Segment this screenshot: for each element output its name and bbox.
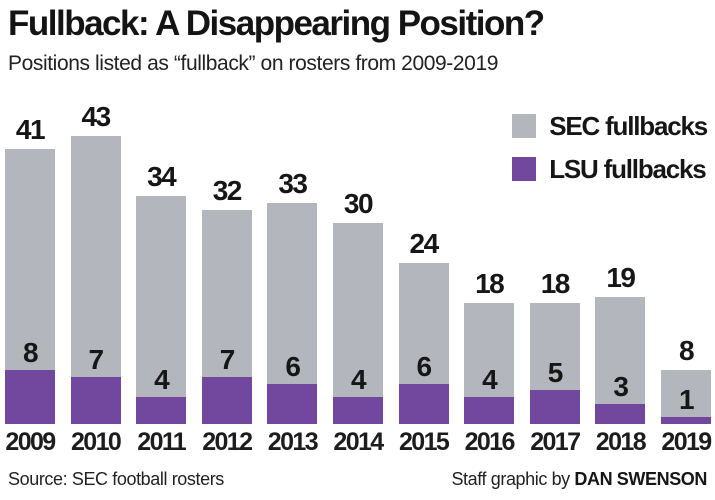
lsu-value-label-2017: 5 — [547, 357, 564, 388]
year-label-2009: 2009 — [5, 428, 56, 456]
page-title: Fullback: A Disappearing Position? — [8, 4, 545, 43]
sec-value-label-2011: 34 — [147, 161, 177, 192]
year-label-2015: 2015 — [398, 428, 450, 456]
sec-bar-2009 — [5, 149, 55, 424]
sec-value-label-2013: 33 — [278, 168, 308, 199]
page-subtitle: Positions listed as “fullback” on roster… — [8, 52, 499, 75]
lsu-swatch-icon — [512, 157, 537, 181]
legend-row-lsu: LSU fullbacks — [512, 154, 707, 184]
sec-bar-2017 — [529, 303, 580, 424]
sec-value-label-2012: 32 — [212, 175, 243, 206]
lsu-bar-2016 — [464, 397, 515, 424]
sec-bar-2013 — [267, 203, 318, 424]
lsu-value-label-2019: 1 — [678, 384, 695, 415]
year-label-2012: 2012 — [202, 428, 253, 456]
lsu-bar-2017 — [529, 390, 580, 424]
sec-value-label-2015: 24 — [409, 228, 440, 259]
year-label-2019: 2019 — [661, 428, 712, 456]
sec-bar-2011 — [136, 196, 187, 424]
lsu-value-label-2011: 4 — [154, 364, 170, 395]
year-label-2016: 2016 — [464, 428, 516, 456]
sec-value-label-2014: 30 — [343, 188, 374, 219]
sec-bar-2014 — [333, 223, 383, 424]
year-label-2014: 2014 — [333, 428, 384, 456]
sec-value-label-2019: 8 — [678, 335, 695, 366]
lsu-bar-2011 — [136, 397, 187, 424]
sec-value-label-2010: 43 — [81, 101, 112, 132]
year-label-2013: 2013 — [267, 428, 319, 456]
lsu-value-label-2016: 4 — [482, 364, 498, 395]
legend: SEC fullbacks LSU fullbacks — [512, 111, 708, 184]
lsu-bar-2014 — [333, 397, 383, 424]
lsu-value-label-2013: 6 — [285, 351, 301, 382]
credit-prefix: Staff graphic by — [451, 469, 575, 489]
lsu-bar-2018 — [595, 404, 646, 424]
sec-swatch-icon — [512, 114, 537, 138]
sec-bar-2016 — [464, 303, 515, 424]
lsu-bar-2010 — [70, 377, 121, 424]
year-label-2011: 2011 — [137, 428, 186, 456]
lsu-value-label-2010: 7 — [88, 344, 105, 375]
lsu-value-label-2012: 7 — [219, 344, 236, 375]
lsu-value-label-2014: 4 — [350, 364, 367, 395]
credit-name: DAN SWENSON — [574, 469, 707, 489]
lsu-value-label-2018: 3 — [613, 371, 629, 402]
lsu-bar-2015 — [398, 384, 449, 424]
legend-row-sec: SEC fullbacks — [512, 111, 708, 141]
lsu-bar-2009 — [5, 370, 55, 424]
legend-label-lsu: LSU fullbacks — [549, 154, 707, 184]
lsu-bar-2012 — [201, 377, 252, 424]
legend-label-sec: SEC fullbacks — [549, 111, 708, 141]
sec-bar-2012 — [201, 210, 252, 424]
sec-bar-2018 — [595, 297, 646, 424]
year-label-2017: 2017 — [530, 428, 581, 456]
sec-value-label-2017: 18 — [540, 268, 571, 299]
sec-value-label-2018: 19 — [606, 262, 636, 293]
sec-value-label-2009: 41 — [15, 114, 46, 145]
year-label-2010: 2010 — [70, 428, 122, 456]
year-label-2018: 2018 — [595, 428, 647, 456]
sec-value-label-2016: 18 — [475, 268, 505, 299]
sec-bar-2010 — [70, 136, 121, 424]
sec-bar-2015 — [398, 263, 449, 424]
source-note: Source: SEC football rosters — [8, 469, 224, 489]
sec-bar-2019 — [661, 370, 711, 424]
lsu-value-label-2015: 6 — [416, 351, 433, 382]
lsu-bar-2013 — [267, 384, 318, 424]
credit-note: Staff graphic by DAN SWENSON — [451, 469, 707, 490]
lsu-value-label-2009: 8 — [22, 337, 39, 368]
lsu-bar-2019 — [661, 417, 711, 424]
